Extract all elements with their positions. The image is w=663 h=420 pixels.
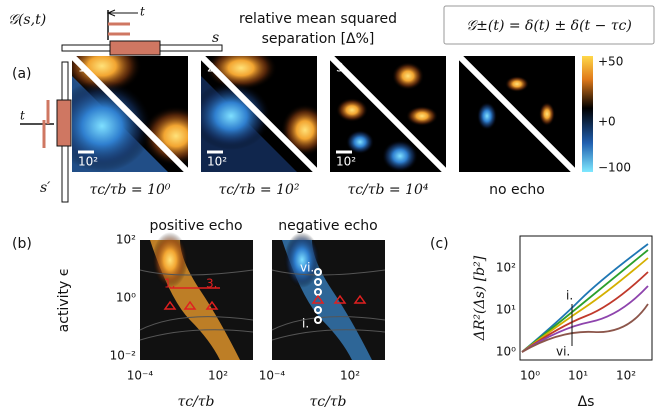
schematic-label: 𝒢(s,t) (8, 12, 46, 28)
scale-label: 10² (336, 155, 356, 169)
marker-label: vi. (300, 261, 314, 275)
body: 𝒢(s,t) t s relative mean squared separat… (0, 0, 663, 420)
panel-label: (a) (12, 66, 32, 82)
ellipse (539, 102, 555, 126)
x-axis-label: τc/τb (177, 394, 214, 410)
y-tick-label: 10² (116, 233, 136, 247)
title-line: separation [Δ%] (262, 31, 375, 47)
x-axis-label: Δs (578, 394, 595, 410)
scale-label: 10² (78, 155, 98, 169)
plot-title: negative echo (278, 218, 377, 234)
contour-plot: vi. i. (272, 232, 385, 360)
formula: 𝒢±(t) = δ(t) ± δ(t − τc) (466, 18, 632, 34)
ellipse (505, 76, 529, 92)
schematic: 𝒢(s,t) t s (8, 5, 222, 56)
panel-number: 2. (207, 61, 218, 75)
t-label: t (20, 109, 25, 123)
path (108, 24, 130, 34)
path (108, 10, 138, 16)
y-axis-label: activity ϵ (56, 268, 72, 333)
y-tick-label: 10¹ (496, 303, 516, 317)
y-tick-label: 10² (496, 261, 516, 275)
marker-label: 3. (206, 277, 217, 291)
colorbar-tick-label: +0 (598, 115, 616, 129)
panel-number: 1. (78, 61, 89, 75)
colorbar-tick-label: +50 (598, 55, 623, 69)
heatmap: 1. 10² (52, 38, 210, 172)
x-tick-label: 10⁻⁴ (259, 369, 286, 383)
x-tick-label: 10² (616, 369, 636, 383)
ellipse (406, 106, 438, 126)
x-tick-label: 10⁰ (520, 369, 540, 383)
ellipse (392, 62, 424, 90)
heatmap: 2. 10² (191, 46, 329, 172)
y-tick-label: 10⁰ (116, 291, 136, 305)
scale-label: 10² (207, 155, 227, 169)
heatmap: 3. 10² (330, 56, 446, 172)
x-axis-label: τc/τb (309, 394, 346, 410)
marker-label: vi. (556, 345, 570, 359)
s-prime-label: s′ (40, 180, 51, 196)
ellipse (281, 104, 329, 156)
y-tick-label: 10⁻² (110, 349, 137, 363)
x-tick-label: 10² (340, 369, 360, 383)
marker-label: i. (566, 289, 573, 303)
g (459, 56, 575, 172)
x-tick-label: 10⁻⁴ (127, 369, 154, 383)
rect (110, 41, 160, 55)
colorbar-tick-label: −100 (598, 161, 631, 175)
s-label: s (212, 30, 219, 46)
panel-caption: τc/τb = 10⁰ (89, 182, 170, 198)
marker-label: 1. (164, 277, 175, 291)
panel-caption: no echo (489, 182, 545, 198)
t-label: t (140, 5, 145, 19)
title-line: relative mean squared (239, 11, 397, 27)
heatmap (459, 56, 575, 172)
ellipse (382, 140, 418, 172)
colorbar (582, 56, 593, 172)
x-tick-label: 10¹ (568, 369, 588, 383)
x-tick-label: 10² (208, 369, 228, 383)
marker-label: i. (302, 317, 309, 331)
ellipse (336, 98, 368, 122)
figure: 𝒢(s,t) t s relative mean squared separat… (0, 0, 663, 420)
y-axis-label: ΔR²(Δs) [b²] (472, 255, 488, 341)
contour-plot: 1. 3. (140, 232, 253, 360)
rect (57, 100, 71, 146)
vertical-schematic: t s′ (20, 62, 71, 202)
panel-label: (b) (12, 236, 32, 252)
panel-number: 3. (336, 61, 347, 75)
ellipse (477, 102, 497, 130)
ellipse (346, 130, 374, 154)
page: Figure {"header": {"schematic_label": "𝒢… (0, 0, 663, 420)
g (52, 38, 210, 172)
panel-label: (c) (430, 236, 449, 252)
y-tick-label: 10⁰ (496, 345, 516, 359)
panel-caption: τc/τb = 10² (218, 182, 299, 198)
panel-caption: τc/τb = 10⁴ (347, 182, 428, 198)
plot-title: positive echo (149, 218, 242, 234)
